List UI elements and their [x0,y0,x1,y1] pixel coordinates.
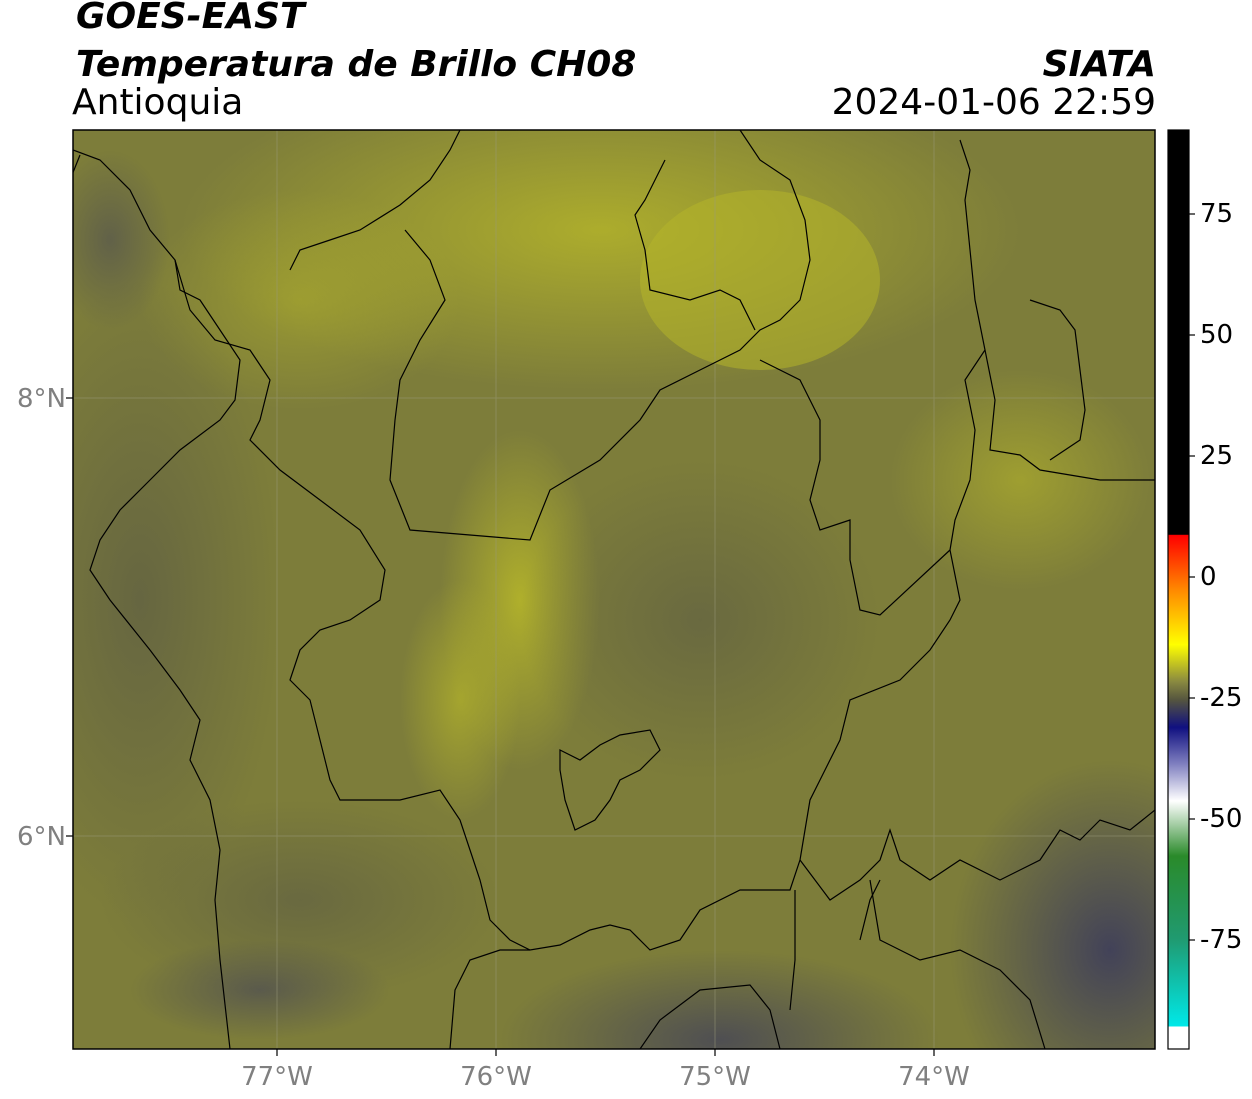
lon-label-74w: 74°W [898,1062,970,1092]
colorbar-tick-neg25: -25 [1200,683,1243,713]
colorbar [1168,130,1189,1049]
boundary-lines [73,130,1155,1049]
colorbar-tick-75: 75 [1200,199,1234,229]
agency-label: SIATA [1042,44,1156,85]
lon-label-75w: 75°W [679,1062,751,1092]
map-frame [72,129,1156,1050]
product-title: Temperatura de Brillo CH08 [76,44,637,85]
colorbar-tick-neg75: -75 [1200,925,1243,955]
satellite-title: GOES-EAST [76,0,305,37]
colorbar-tick-neg50: -50 [1200,804,1243,834]
datetime-label: 2024-01-06 22:59 [831,82,1156,123]
lat-label-6n: 6°N [17,822,66,852]
colorbar-tick-0: 0 [1200,562,1217,592]
brightness-temperature-field [73,130,1155,1049]
lat-label-8n: 8°N [17,384,66,414]
colorbar-tick-50: 50 [1200,320,1234,350]
region-label: Antioquia [72,82,244,123]
colorbar-tick-25: 25 [1200,441,1234,471]
lon-label-77w: 77°W [241,1062,313,1092]
lon-label-76w: 76°W [460,1062,532,1092]
